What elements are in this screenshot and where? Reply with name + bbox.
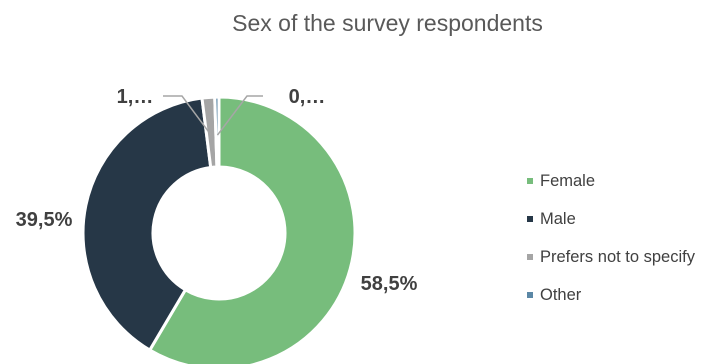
data-label-prefers-not: 1,…	[117, 86, 154, 108]
legend-label-female: Female	[540, 171, 596, 190]
slice-female	[147, 95, 357, 364]
data-label-other: 0,…	[289, 86, 326, 108]
legend-item-male: Male	[527, 200, 695, 238]
legend-marker-prefers-not	[527, 254, 533, 260]
legend-item-other: Other	[527, 276, 695, 314]
leader-line-other	[216, 95, 263, 136]
legend-marker-female	[527, 178, 533, 184]
chart-title: Sex of the survey respondents	[232, 10, 543, 36]
legend-label-other: Other	[540, 285, 582, 304]
legend-item-female: Female	[527, 162, 695, 200]
slice-other	[213, 95, 221, 169]
data-label-female: 58,5%	[361, 273, 418, 295]
data-label-male: 39,5%	[16, 209, 73, 231]
slice-male	[81, 96, 213, 353]
legend-marker-other	[527, 292, 533, 298]
legend-label-prefers-not: Prefers not to specify	[540, 247, 695, 266]
legend-marker-male	[527, 216, 533, 222]
legend-label-male: Male	[540, 209, 576, 228]
leader-line-prefers-not	[163, 95, 212, 136]
legend-item-prefers-not: Prefers not to specify	[527, 238, 695, 276]
legend: Female Male Prefers not to specify Other	[527, 162, 695, 314]
